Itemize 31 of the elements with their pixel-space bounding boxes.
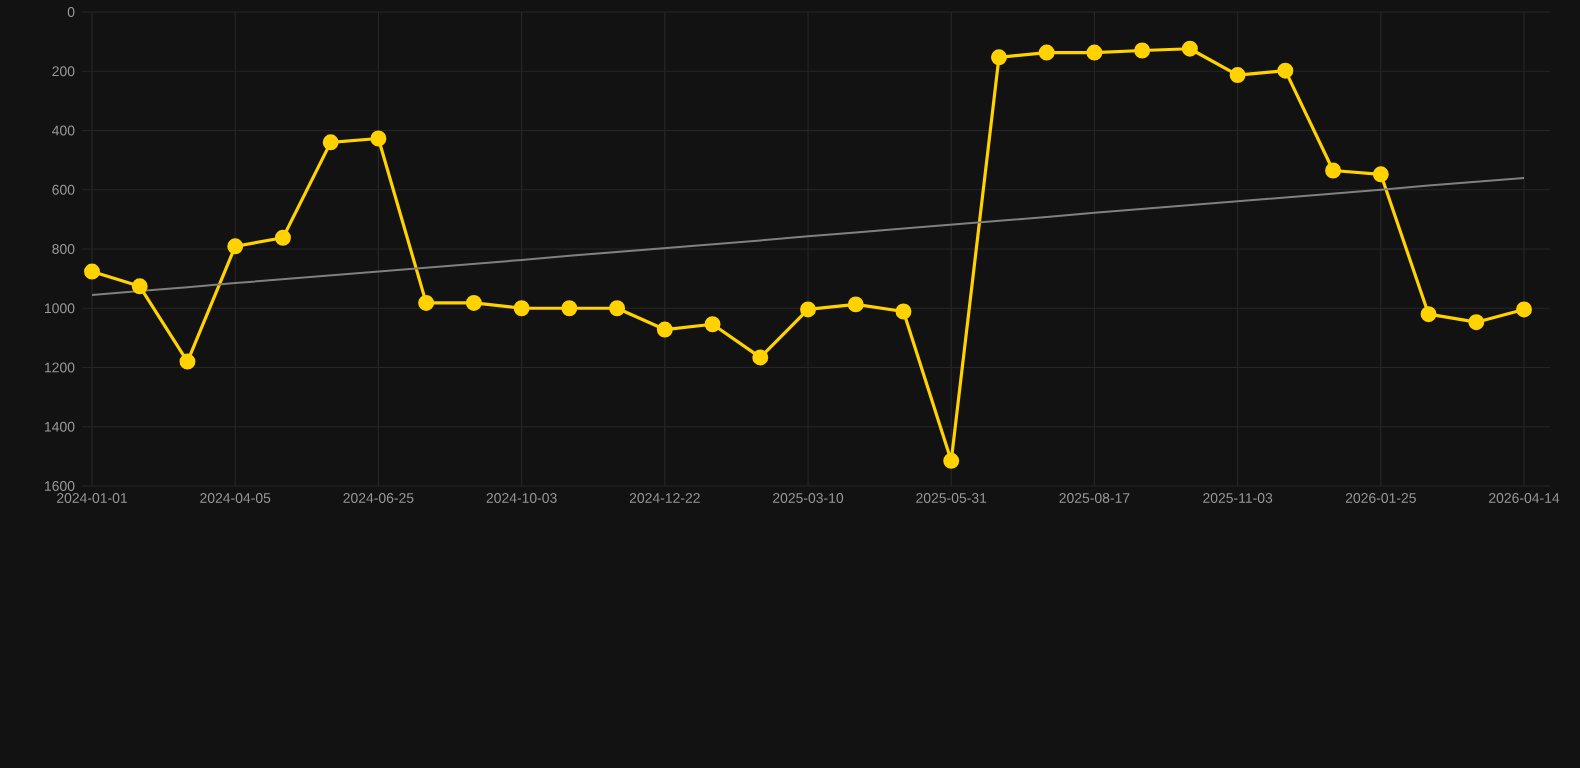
point bbox=[990, 49, 1007, 66]
point bbox=[561, 300, 578, 317]
point bbox=[84, 263, 100, 280]
point bbox=[1325, 162, 1342, 179]
point bbox=[656, 321, 673, 338]
point bbox=[1277, 62, 1294, 79]
point bbox=[465, 294, 482, 311]
point bbox=[1372, 166, 1389, 183]
point bbox=[895, 303, 912, 320]
point bbox=[227, 238, 244, 255]
point bbox=[609, 300, 626, 317]
point bbox=[1134, 42, 1151, 59]
point bbox=[1086, 44, 1103, 61]
point bbox=[752, 349, 769, 366]
point bbox=[1229, 67, 1246, 84]
point bbox=[322, 134, 339, 151]
point bbox=[1468, 314, 1485, 331]
point bbox=[1181, 40, 1198, 57]
point bbox=[704, 316, 721, 333]
point bbox=[274, 229, 291, 246]
point bbox=[179, 353, 196, 370]
point bbox=[370, 130, 387, 147]
point bbox=[847, 296, 864, 313]
point bbox=[1038, 44, 1055, 61]
point bbox=[1420, 306, 1437, 323]
point bbox=[418, 294, 435, 311]
point bbox=[800, 301, 816, 318]
point bbox=[943, 452, 960, 469]
point bbox=[131, 278, 148, 295]
point bbox=[1516, 301, 1533, 318]
point bbox=[513, 300, 530, 317]
